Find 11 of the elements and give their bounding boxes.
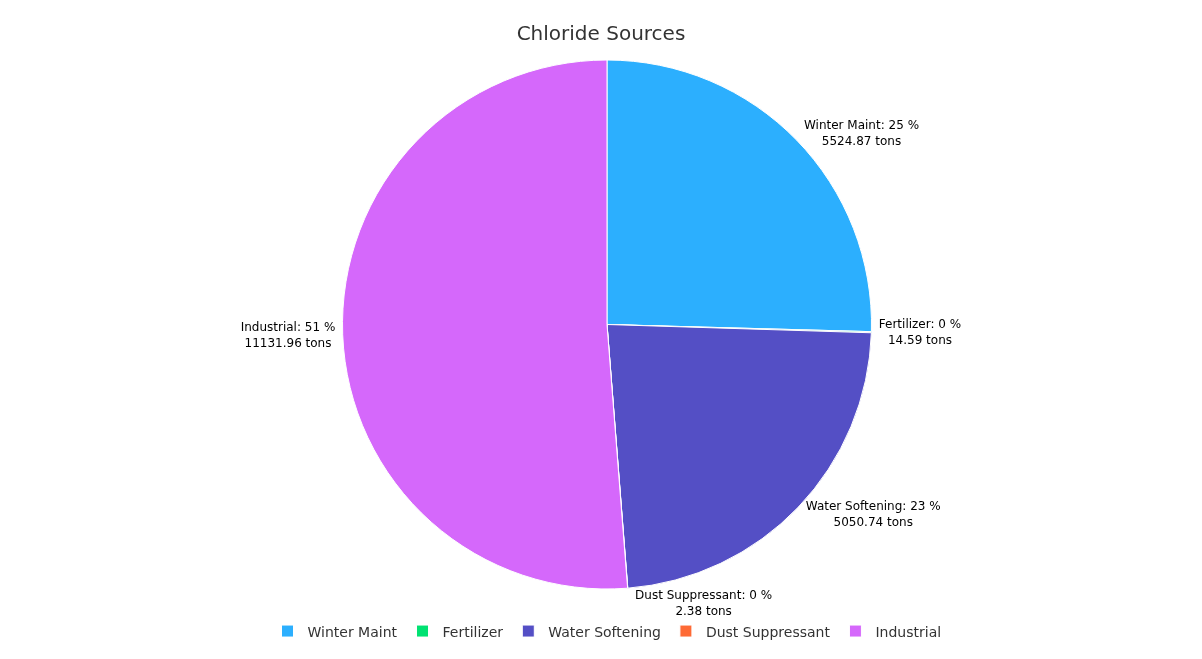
legend-label: Fertilizer	[442, 623, 504, 640]
data-label: Fertilizer: 0 % 14.59 tons	[878, 317, 962, 348]
data-label: Dust Suppressant: 0 % 2.38 tons	[635, 588, 773, 618]
data-label: Industrial: 51 % 11131.96 tons	[240, 320, 336, 350]
legend-label: Dust Suppressant	[705, 623, 831, 640]
legend-label: Winter Maint	[307, 623, 398, 640]
legend-label: Water Softening	[548, 623, 661, 640]
data-label: Water Softening: 23 % 5050.74 tons	[805, 499, 941, 529]
data-label: Winter Maint: 25 % 5524.87 tons	[803, 118, 920, 148]
chart-title: Chloride Sources	[516, 21, 686, 46]
legend-label: Industrial	[875, 623, 942, 640]
